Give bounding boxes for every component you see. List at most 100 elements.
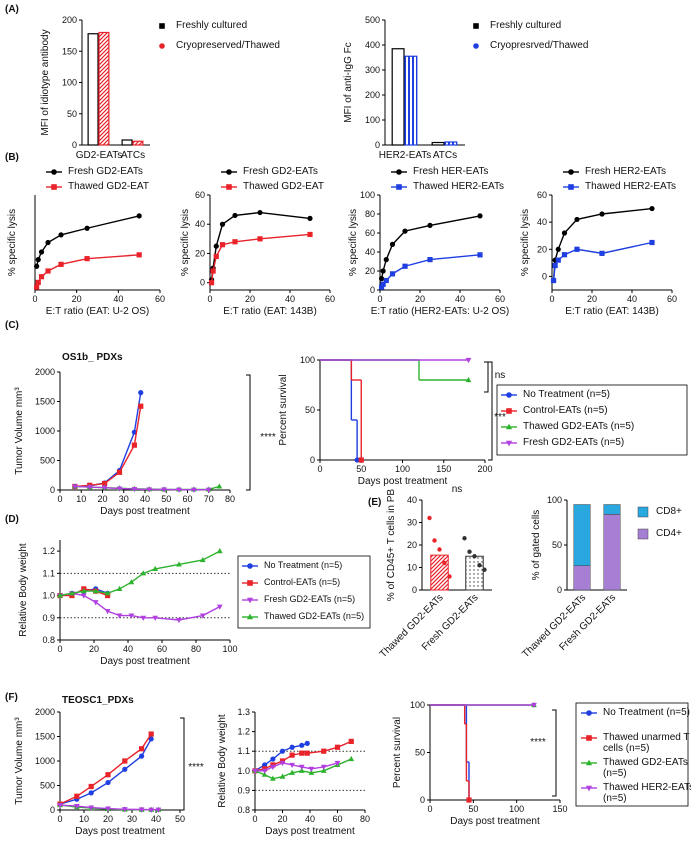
- marker: [247, 580, 253, 586]
- marker: [205, 487, 212, 493]
- x-tick-label: Fresh GD2-EATs: [557, 592, 618, 653]
- marker: [389, 271, 396, 277]
- marker: [298, 764, 305, 770]
- marker: [442, 560, 447, 566]
- y-tick-label: 0: [50, 805, 55, 815]
- legend-entry: Thawed HER2-EATs: [413, 181, 504, 192]
- marker: [246, 597, 254, 604]
- y-tick-label: 0: [310, 455, 315, 465]
- legend-entry: CD8+: [656, 506, 682, 517]
- legend-label: CD4+: [656, 528, 682, 539]
- legend-label: Thawed GD2-EAT: [68, 181, 149, 192]
- marker: [568, 169, 574, 175]
- x-axis-label: Days post treatment: [265, 826, 355, 837]
- marker: [358, 457, 364, 463]
- series-line: [254, 758, 352, 780]
- y-tick-label: 40: [537, 217, 547, 227]
- marker: [586, 735, 592, 741]
- marker: [138, 807, 145, 813]
- legend-label: Freshly cultured: [176, 20, 248, 31]
- marker: [131, 487, 138, 493]
- marker: [45, 268, 51, 274]
- y-tick-label: 0: [72, 140, 77, 150]
- marker: [152, 565, 159, 571]
- marker: [378, 276, 385, 282]
- marker: [45, 239, 51, 246]
- marker: [585, 785, 593, 792]
- marker: [105, 806, 111, 812]
- y-axis-label: MFI of idiotype antibody: [40, 29, 51, 135]
- marker: [427, 222, 433, 228]
- legend-label: Thawed GD2-EAT: [243, 181, 324, 192]
- annotation: ****: [530, 737, 546, 748]
- marker: [308, 766, 315, 772]
- x-tick-label: 0: [549, 294, 554, 304]
- legend-label: Control-EATs (n=5): [523, 405, 608, 416]
- marker: [148, 731, 154, 737]
- marker: [320, 764, 327, 770]
- legend-entry: Thawed GD2-EATs (n=5): [523, 421, 634, 432]
- marker: [561, 252, 568, 258]
- marker: [279, 773, 286, 779]
- legend-entry: Thawed HER2-EATs: [585, 181, 676, 192]
- marker: [270, 775, 276, 781]
- marker: [380, 281, 386, 287]
- marker: [304, 740, 310, 746]
- marker: [140, 570, 147, 576]
- marker: [378, 284, 385, 290]
- bracket: [488, 361, 493, 461]
- marker: [396, 169, 402, 175]
- marker: [270, 764, 276, 770]
- legend-entry: Fresh GD2-EATs: [243, 166, 318, 177]
- marker: [213, 243, 219, 249]
- marker: [649, 205, 655, 212]
- marker: [210, 268, 216, 274]
- y-axis-label: % specific lysis: [520, 209, 531, 276]
- marker: [396, 184, 402, 190]
- y-tick-label: 0: [50, 485, 55, 495]
- marker: [148, 736, 154, 742]
- y-tick-label: 20: [407, 540, 417, 550]
- marker: [270, 756, 276, 762]
- bar: [404, 55, 418, 146]
- legend-entry: Thawed GD2-EAT: [243, 181, 324, 192]
- x-tick-label: 60: [495, 294, 505, 304]
- y-tick-label: 0: [412, 585, 417, 595]
- x-tick-label: 20: [277, 814, 287, 824]
- bar: [121, 139, 133, 146]
- x-tick-label: 10: [76, 494, 86, 504]
- legend-box: [237, 555, 371, 629]
- legend-label: Fresh GD2-EATs: [68, 166, 143, 177]
- x-axis-label: Days post treatment: [358, 476, 448, 487]
- marker: [599, 211, 605, 217]
- marker: [257, 209, 263, 216]
- x-axis-label: Days post treatment: [100, 506, 190, 517]
- y-tick-label: 1.1: [237, 746, 250, 756]
- marker: [473, 43, 479, 49]
- y-axis-label: % of gated cells: [531, 510, 542, 581]
- x-tick-label: 40: [123, 644, 133, 654]
- marker: [73, 804, 80, 810]
- x-tick-label: 40: [285, 294, 295, 304]
- x-tick-label: 80: [360, 814, 370, 824]
- x-tick-label: 0: [317, 464, 322, 474]
- y-tick-label: 2000: [35, 367, 55, 377]
- marker: [465, 376, 472, 383]
- marker: [199, 556, 206, 563]
- marker: [334, 744, 341, 750]
- marker: [122, 758, 128, 764]
- marker: [159, 43, 165, 49]
- y-axis-label: % specific lysis: [180, 209, 191, 276]
- marker: [84, 256, 90, 262]
- marker: [216, 483, 223, 489]
- marker: [146, 487, 153, 493]
- bar-segment: [603, 504, 621, 515]
- marker: [159, 23, 165, 29]
- y-tick-label: 40: [365, 247, 375, 257]
- y-axis-label: Percent survival: [392, 717, 403, 788]
- marker: [116, 613, 123, 619]
- annotation: ***: [494, 412, 506, 423]
- marker: [161, 487, 167, 493]
- marker: [574, 216, 580, 223]
- x-axis-label: E:T ratio (EAT: U-2 OS): [46, 306, 150, 317]
